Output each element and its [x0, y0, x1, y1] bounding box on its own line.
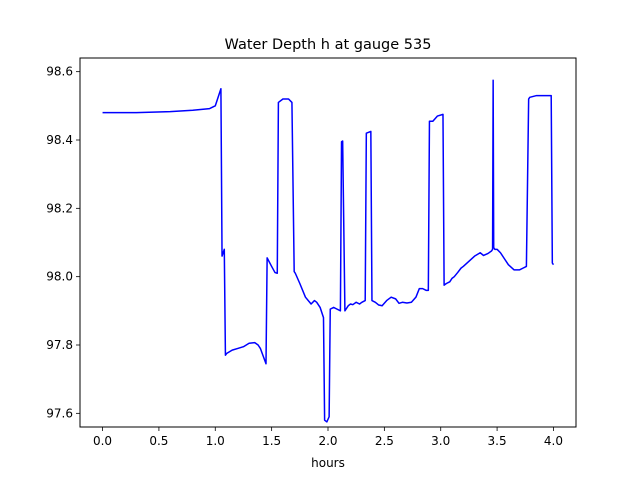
x-tick-label: 3.5 — [488, 434, 507, 448]
x-tick-label: 1.0 — [206, 434, 225, 448]
x-tick-label: 0.5 — [149, 434, 168, 448]
axes-frame — [79, 57, 577, 428]
y-tick-label: 98.0 — [46, 270, 73, 284]
y-tick-label: 97.6 — [46, 406, 73, 420]
x-axis: 0.0 0.5 1.0 1.5 2.0 2.5 3.0 3.5 4.0 — [93, 427, 563, 448]
series-line-0 — [102, 79, 555, 423]
x-tick-label: 4.0 — [544, 434, 563, 448]
x-tick-label: 1.5 — [262, 434, 281, 448]
x-tick-label: 3.0 — [431, 434, 450, 448]
y-axis: 97.6 97.8 98.0 98.2 98.4 98.6 — [46, 65, 80, 420]
chart-title: Water Depth h at gauge 535 — [225, 37, 432, 53]
plot-area — [102, 79, 555, 423]
y-tick-label: 98.6 — [46, 65, 73, 79]
y-tick-label: 98.2 — [46, 201, 73, 215]
y-tick-label: 97.8 — [46, 338, 73, 352]
x-tick-label: 2.0 — [318, 434, 337, 448]
x-axis-label: hours — [311, 456, 345, 470]
x-tick-label: 2.5 — [375, 434, 394, 448]
y-tick-label: 98.4 — [46, 133, 73, 147]
x-tick-label: 0.0 — [93, 434, 112, 448]
